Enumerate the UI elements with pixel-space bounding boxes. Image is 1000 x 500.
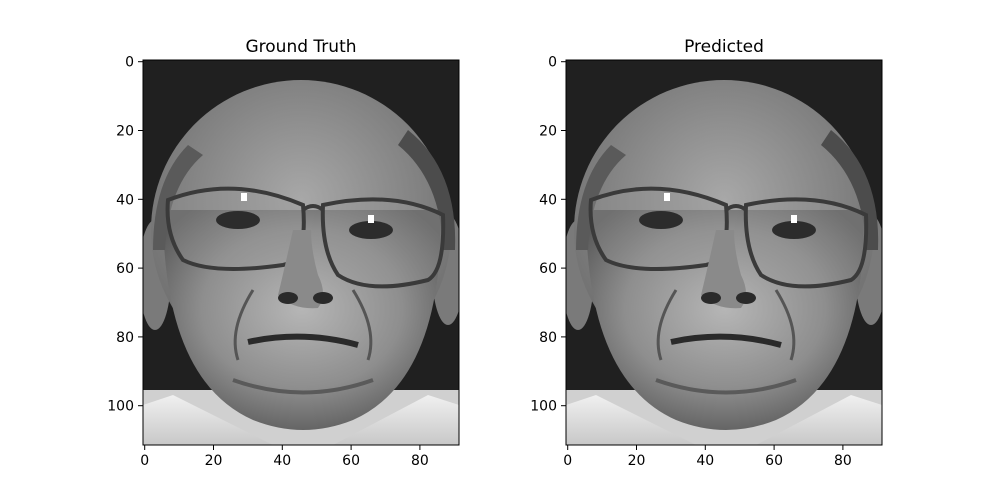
x-tick-label: 40 — [696, 453, 714, 469]
face-image-ground-truth — [139, 60, 464, 445]
x-tick-label: 60 — [342, 453, 360, 469]
y-tick-label: 0 — [548, 55, 557, 71]
face-image-predicted — [562, 60, 887, 445]
x-tick-label: 0 — [140, 453, 149, 469]
y-tick-label: 20 — [116, 124, 134, 140]
y-tick-label: 80 — [116, 330, 134, 346]
x-axis: 0 20 40 60 80 — [140, 445, 429, 469]
y-axis: 0 20 40 60 80 100 — [107, 55, 143, 415]
panel-predicted: Predicted 0 20 40 60 80 100 0 20 40 60 80 — [530, 37, 887, 469]
panel-ground-truth: Ground Truth 0 20 40 60 80 100 0 20 40 60 80 — [107, 37, 464, 469]
y-tick-label: 60 — [116, 261, 134, 277]
x-tick-label: 40 — [273, 453, 291, 469]
x-tick-label: 0 — [563, 453, 572, 469]
x-tick-label: 20 — [205, 453, 223, 469]
y-tick-label: 100 — [530, 399, 557, 415]
x-tick-label: 80 — [411, 453, 429, 469]
y-tick-label: 80 — [539, 330, 557, 346]
y-tick-label: 40 — [116, 192, 134, 208]
y-tick-label: 100 — [107, 399, 134, 415]
panel-title-predicted: Predicted — [684, 37, 764, 57]
y-tick-label: 60 — [539, 261, 557, 277]
y-tick-label: 40 — [539, 192, 557, 208]
x-tick-label: 20 — [628, 453, 646, 469]
axes-frame — [142, 59, 460, 446]
y-axis: 0 20 40 60 80 100 — [530, 55, 566, 415]
panel-title-ground-truth: Ground Truth — [245, 37, 356, 57]
y-tick-label: 20 — [539, 124, 557, 140]
x-tick-label: 80 — [834, 453, 852, 469]
x-tick-label: 60 — [765, 453, 783, 469]
x-axis: 0 20 40 60 80 — [563, 445, 852, 469]
axes-frame — [565, 59, 883, 446]
y-tick-label: 0 — [125, 55, 134, 71]
